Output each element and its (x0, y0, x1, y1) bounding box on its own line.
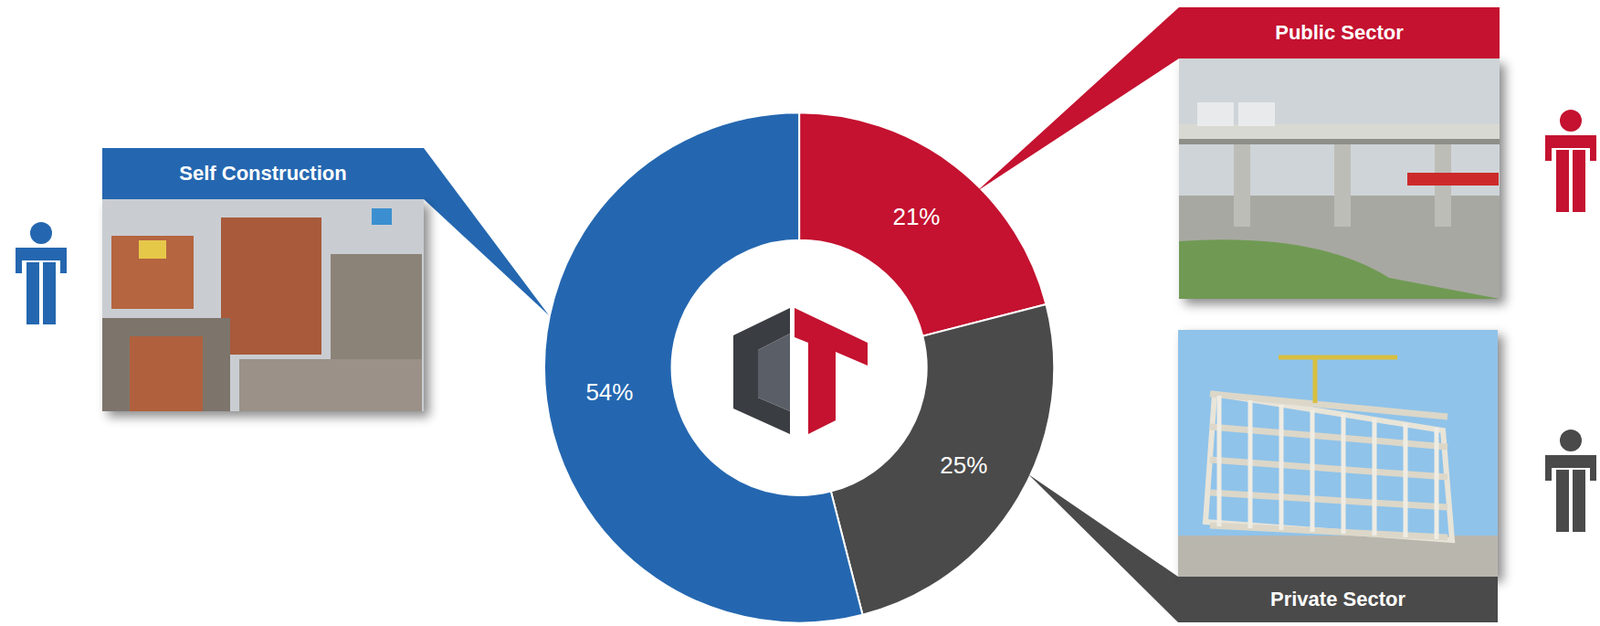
svg-text:21%: 21% (892, 202, 940, 231)
svg-text:25%: 25% (939, 451, 988, 479)
svg-text:54%: 54% (585, 378, 633, 406)
html-text:Private Sector: Private Sector (1270, 587, 1406, 611)
html-text:Self Construction: Self Construction (179, 161, 347, 185)
html-text:Public Sector: Public Sector (1275, 21, 1404, 44)
